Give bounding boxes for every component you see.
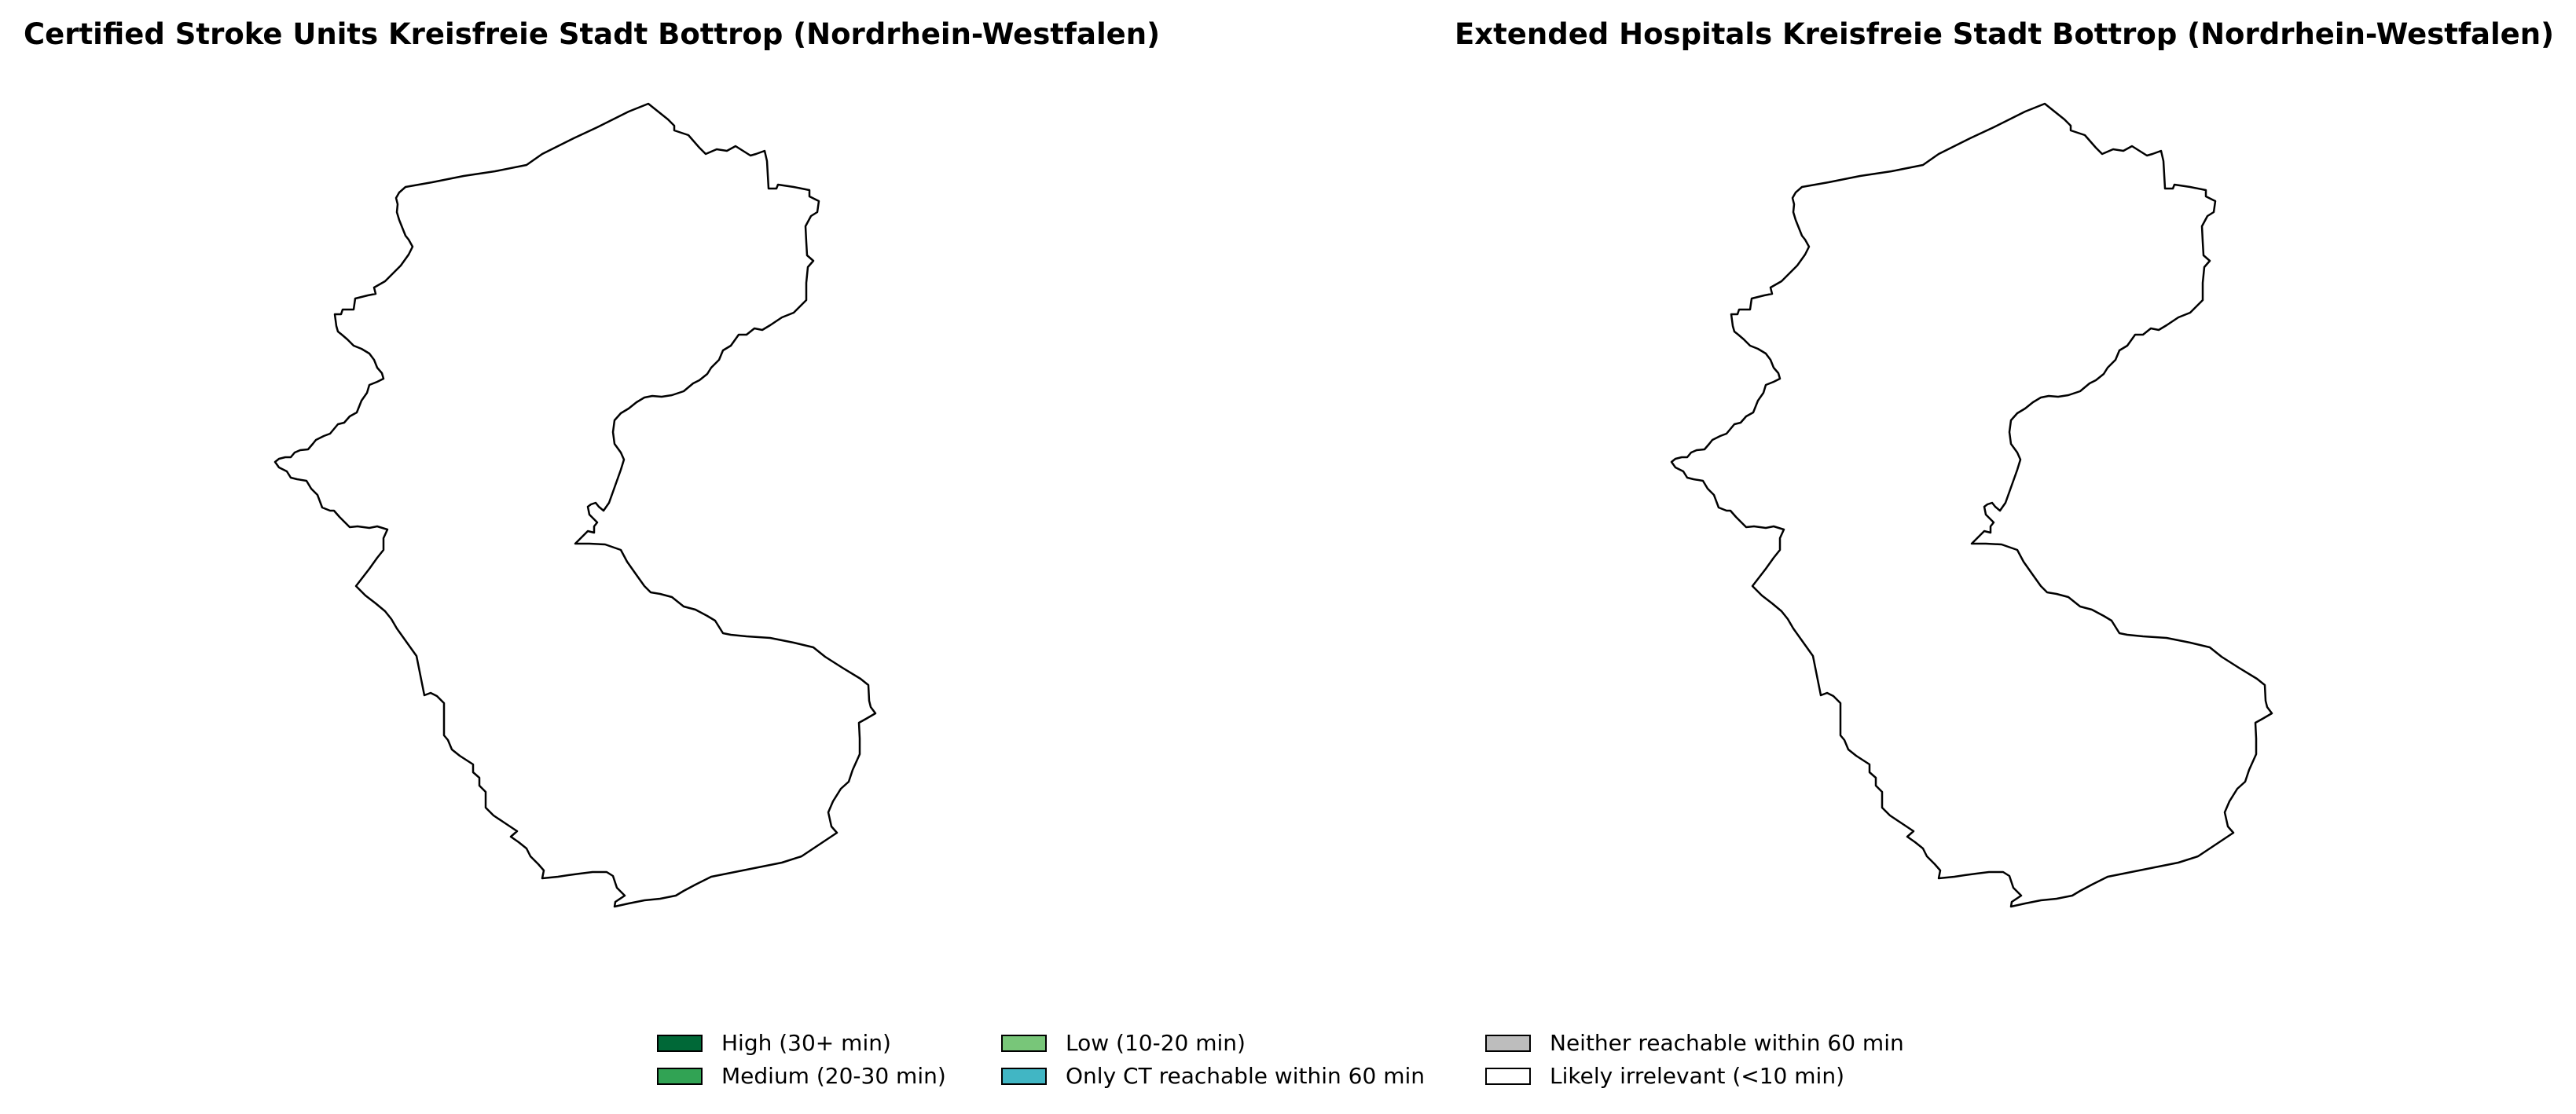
legend-item-only-ct: Only CT reachable within 60 min xyxy=(1001,1062,1425,1090)
legend-swatch-high xyxy=(657,1035,703,1052)
extended-hospitals-map xyxy=(1656,86,2442,911)
legend-swatch-neither xyxy=(1485,1035,1531,1052)
legend-label-only-ct: Only CT reachable within 60 min xyxy=(1066,1063,1426,1089)
legend-item-low: Low (10-20 min) xyxy=(1001,1029,1246,1057)
legend-item-high: High (30+ min) xyxy=(657,1029,891,1057)
legend-item-irrelevant: Likely irrelevant (<10 min) xyxy=(1485,1062,1844,1090)
legend-label-irrelevant: Likely irrelevant (<10 min) xyxy=(1550,1063,1844,1089)
legend-item-medium: Medium (20-30 min) xyxy=(657,1062,946,1090)
legend-label-medium: Medium (20-30 min) xyxy=(721,1063,946,1089)
legend-label-neither: Neither reachable within 60 min xyxy=(1550,1030,1904,1056)
legend-label-low: Low (10-20 min) xyxy=(1066,1030,1246,1056)
stroke-units-map-svg xyxy=(273,102,877,908)
legend-swatch-only-ct xyxy=(1001,1068,1047,1085)
bottrop-region-outline xyxy=(273,102,877,908)
right-map-title: Extended Hospitals Kreisfreie Stadt Bott… xyxy=(1454,17,2554,51)
legend-item-neither: Neither reachable within 60 min xyxy=(1485,1029,1904,1057)
map-legend: High (30+ min) Medium (20-30 min) Low (1… xyxy=(657,1029,1930,1100)
stroke-units-map xyxy=(259,86,1045,911)
legend-swatch-irrelevant xyxy=(1485,1068,1531,1085)
bottrop-region-outline xyxy=(1670,102,2273,908)
legend-label-high: High (30+ min) xyxy=(721,1030,891,1056)
left-map-title: Certified Stroke Units Kreisfreie Stadt … xyxy=(24,17,1161,51)
extended-hospitals-map-svg xyxy=(1670,102,2273,908)
legend-swatch-low xyxy=(1001,1035,1047,1052)
legend-swatch-medium xyxy=(657,1068,703,1085)
